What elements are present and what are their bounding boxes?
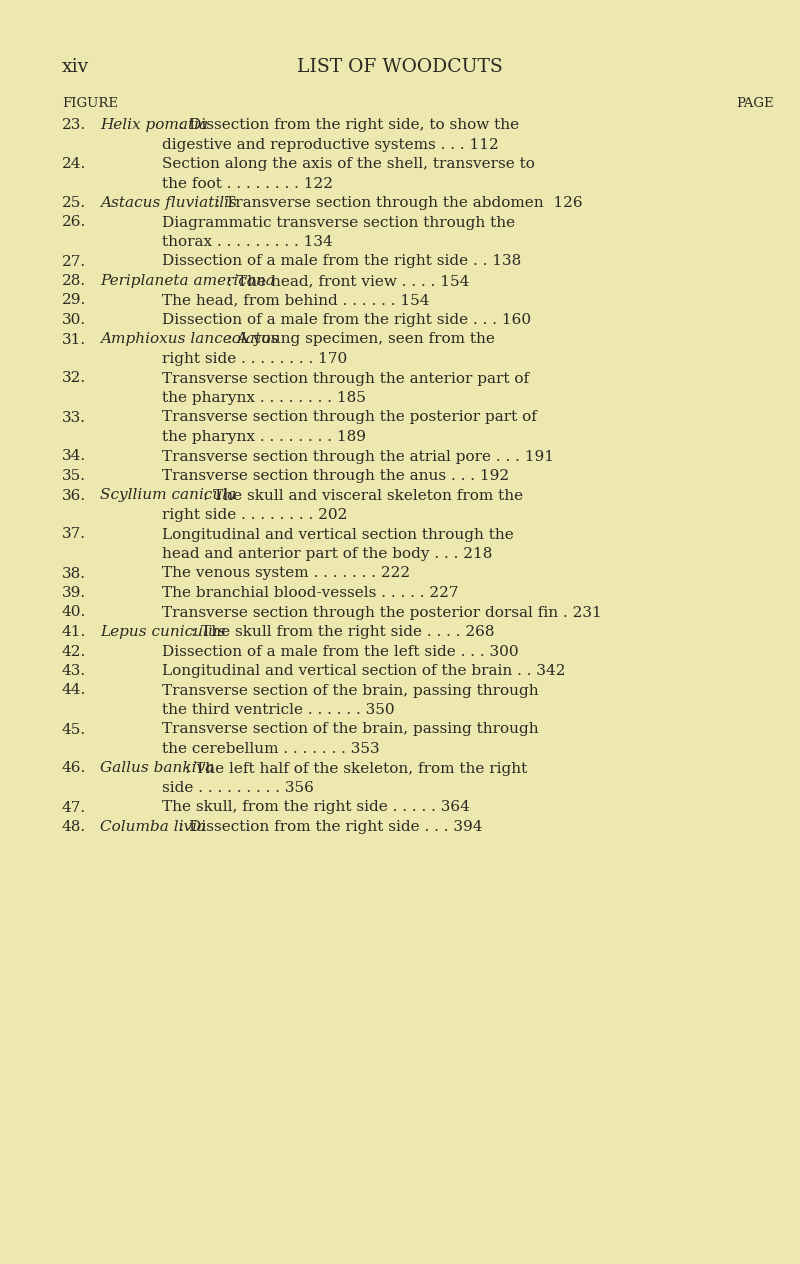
Text: the cerebellum . . . . . . . 353: the cerebellum . . . . . . . 353 bbox=[162, 742, 380, 756]
Text: Longitudinal and vertical section of the brain . . 342: Longitudinal and vertical section of the… bbox=[162, 664, 566, 678]
Text: 48.: 48. bbox=[62, 820, 86, 834]
Text: right side . . . . . . . . 202: right side . . . . . . . . 202 bbox=[162, 508, 347, 522]
Text: FIGURE: FIGURE bbox=[62, 97, 118, 110]
Text: the third ventricle . . . . . . 350: the third ventricle . . . . . . 350 bbox=[162, 703, 394, 717]
Text: The branchial blood-vessels . . . . . 227: The branchial blood-vessels . . . . . 22… bbox=[162, 586, 458, 600]
Text: LIST OF WOODCUTS: LIST OF WOODCUTS bbox=[297, 58, 503, 76]
Text: : The head, front view . . . . 154: : The head, front view . . . . 154 bbox=[227, 274, 470, 288]
Text: 45.: 45. bbox=[62, 723, 86, 737]
Text: the pharynx . . . . . . . . 185: the pharynx . . . . . . . . 185 bbox=[162, 391, 366, 404]
Text: 23.: 23. bbox=[62, 118, 86, 131]
Text: 26.: 26. bbox=[62, 215, 86, 230]
Text: right side . . . . . . . . 170: right side . . . . . . . . 170 bbox=[162, 351, 347, 367]
Text: : Dissection from the right side . . . 394: : Dissection from the right side . . . 3… bbox=[178, 820, 482, 834]
Text: 33.: 33. bbox=[62, 411, 86, 425]
Text: digestive and reproductive systems . . . 112: digestive and reproductive systems . . .… bbox=[162, 138, 498, 152]
Text: Transverse section of the brain, passing through: Transverse section of the brain, passing… bbox=[162, 723, 538, 737]
Text: : The skull and visceral skeleton from the: : The skull and visceral skeleton from t… bbox=[203, 488, 523, 503]
Text: thorax . . . . . . . . . 134: thorax . . . . . . . . . 134 bbox=[162, 235, 333, 249]
Text: 25.: 25. bbox=[62, 196, 86, 210]
Text: 43.: 43. bbox=[62, 664, 86, 678]
Text: 38.: 38. bbox=[62, 566, 86, 580]
Text: : The skull from the right side . . . . 268: : The skull from the right side . . . . … bbox=[190, 624, 494, 640]
Text: 46.: 46. bbox=[62, 761, 86, 776]
Text: Transverse section through the atrial pore . . . 191: Transverse section through the atrial po… bbox=[162, 450, 554, 464]
Text: 28.: 28. bbox=[62, 274, 86, 288]
Text: Transverse section of the brain, passing through: Transverse section of the brain, passing… bbox=[162, 684, 538, 698]
Text: 29.: 29. bbox=[62, 293, 86, 307]
Text: : The left half of the skeleton, from the right: : The left half of the skeleton, from th… bbox=[185, 761, 527, 776]
Text: 34.: 34. bbox=[62, 450, 86, 464]
Text: head and anterior part of the body . . . 218: head and anterior part of the body . . .… bbox=[162, 547, 492, 561]
Text: Periplaneta americana: Periplaneta americana bbox=[100, 274, 275, 288]
Text: The skull, from the right side . . . . . 364: The skull, from the right side . . . . .… bbox=[162, 800, 470, 814]
Text: : A young specimen, seen from the: : A young specimen, seen from the bbox=[227, 332, 495, 346]
Text: Diagrammatic transverse section through the: Diagrammatic transverse section through … bbox=[162, 215, 515, 230]
Text: Scyllium canicula: Scyllium canicula bbox=[100, 488, 236, 503]
Text: Dissection of a male from the right side . . . 160: Dissection of a male from the right side… bbox=[162, 313, 531, 327]
Text: Transverse section through the anterior part of: Transverse section through the anterior … bbox=[162, 372, 529, 386]
Text: Transverse section through the posterior part of: Transverse section through the posterior… bbox=[162, 411, 537, 425]
Text: The venous system . . . . . . . 222: The venous system . . . . . . . 222 bbox=[162, 566, 410, 580]
Text: Longitudinal and vertical section through the: Longitudinal and vertical section throug… bbox=[162, 527, 514, 541]
Text: 40.: 40. bbox=[62, 605, 86, 619]
Text: 35.: 35. bbox=[62, 469, 86, 483]
Text: The head, from behind . . . . . . 154: The head, from behind . . . . . . 154 bbox=[162, 293, 430, 307]
Text: the pharynx . . . . . . . . 189: the pharynx . . . . . . . . 189 bbox=[162, 430, 366, 444]
Text: 44.: 44. bbox=[62, 684, 86, 698]
Text: 24.: 24. bbox=[62, 157, 86, 171]
Text: 30.: 30. bbox=[62, 313, 86, 327]
Text: Gallus bankiva: Gallus bankiva bbox=[100, 761, 214, 776]
Text: Transverse section through the anus . . . 192: Transverse section through the anus . . … bbox=[162, 469, 509, 483]
Text: Dissection of a male from the left side . . . 300: Dissection of a male from the left side … bbox=[162, 645, 518, 659]
Text: : Transverse section through the abdomen  126: : Transverse section through the abdomen… bbox=[215, 196, 582, 210]
Text: : Dissection from the right side, to show the: : Dissection from the right side, to sho… bbox=[178, 118, 518, 131]
Text: Columba livia: Columba livia bbox=[100, 820, 206, 834]
Text: 41.: 41. bbox=[62, 624, 86, 640]
Text: Astacus fluviatilis: Astacus fluviatilis bbox=[100, 196, 237, 210]
Text: 36.: 36. bbox=[62, 488, 86, 503]
Text: xiv: xiv bbox=[62, 58, 90, 76]
Text: Amphioxus lanceolatus: Amphioxus lanceolatus bbox=[100, 332, 278, 346]
Text: Dissection of a male from the right side . . 138: Dissection of a male from the right side… bbox=[162, 254, 522, 268]
Text: Transverse section through the posterior dorsal fin . 231: Transverse section through the posterior… bbox=[162, 605, 602, 619]
Text: Lepus cuniculus: Lepus cuniculus bbox=[100, 624, 226, 640]
Text: 42.: 42. bbox=[62, 645, 86, 659]
Text: side . . . . . . . . . 356: side . . . . . . . . . 356 bbox=[162, 781, 314, 795]
Text: 37.: 37. bbox=[62, 527, 86, 541]
Text: 47.: 47. bbox=[62, 800, 86, 814]
Text: 32.: 32. bbox=[62, 372, 86, 386]
Text: Section along the axis of the shell, transverse to: Section along the axis of the shell, tra… bbox=[162, 157, 535, 171]
Text: 31.: 31. bbox=[62, 332, 86, 346]
Text: Helix pomatia: Helix pomatia bbox=[100, 118, 208, 131]
Text: the foot . . . . . . . . 122: the foot . . . . . . . . 122 bbox=[162, 177, 333, 191]
Text: PAGE: PAGE bbox=[736, 97, 774, 110]
Text: 39.: 39. bbox=[62, 586, 86, 600]
Text: 27.: 27. bbox=[62, 254, 86, 268]
